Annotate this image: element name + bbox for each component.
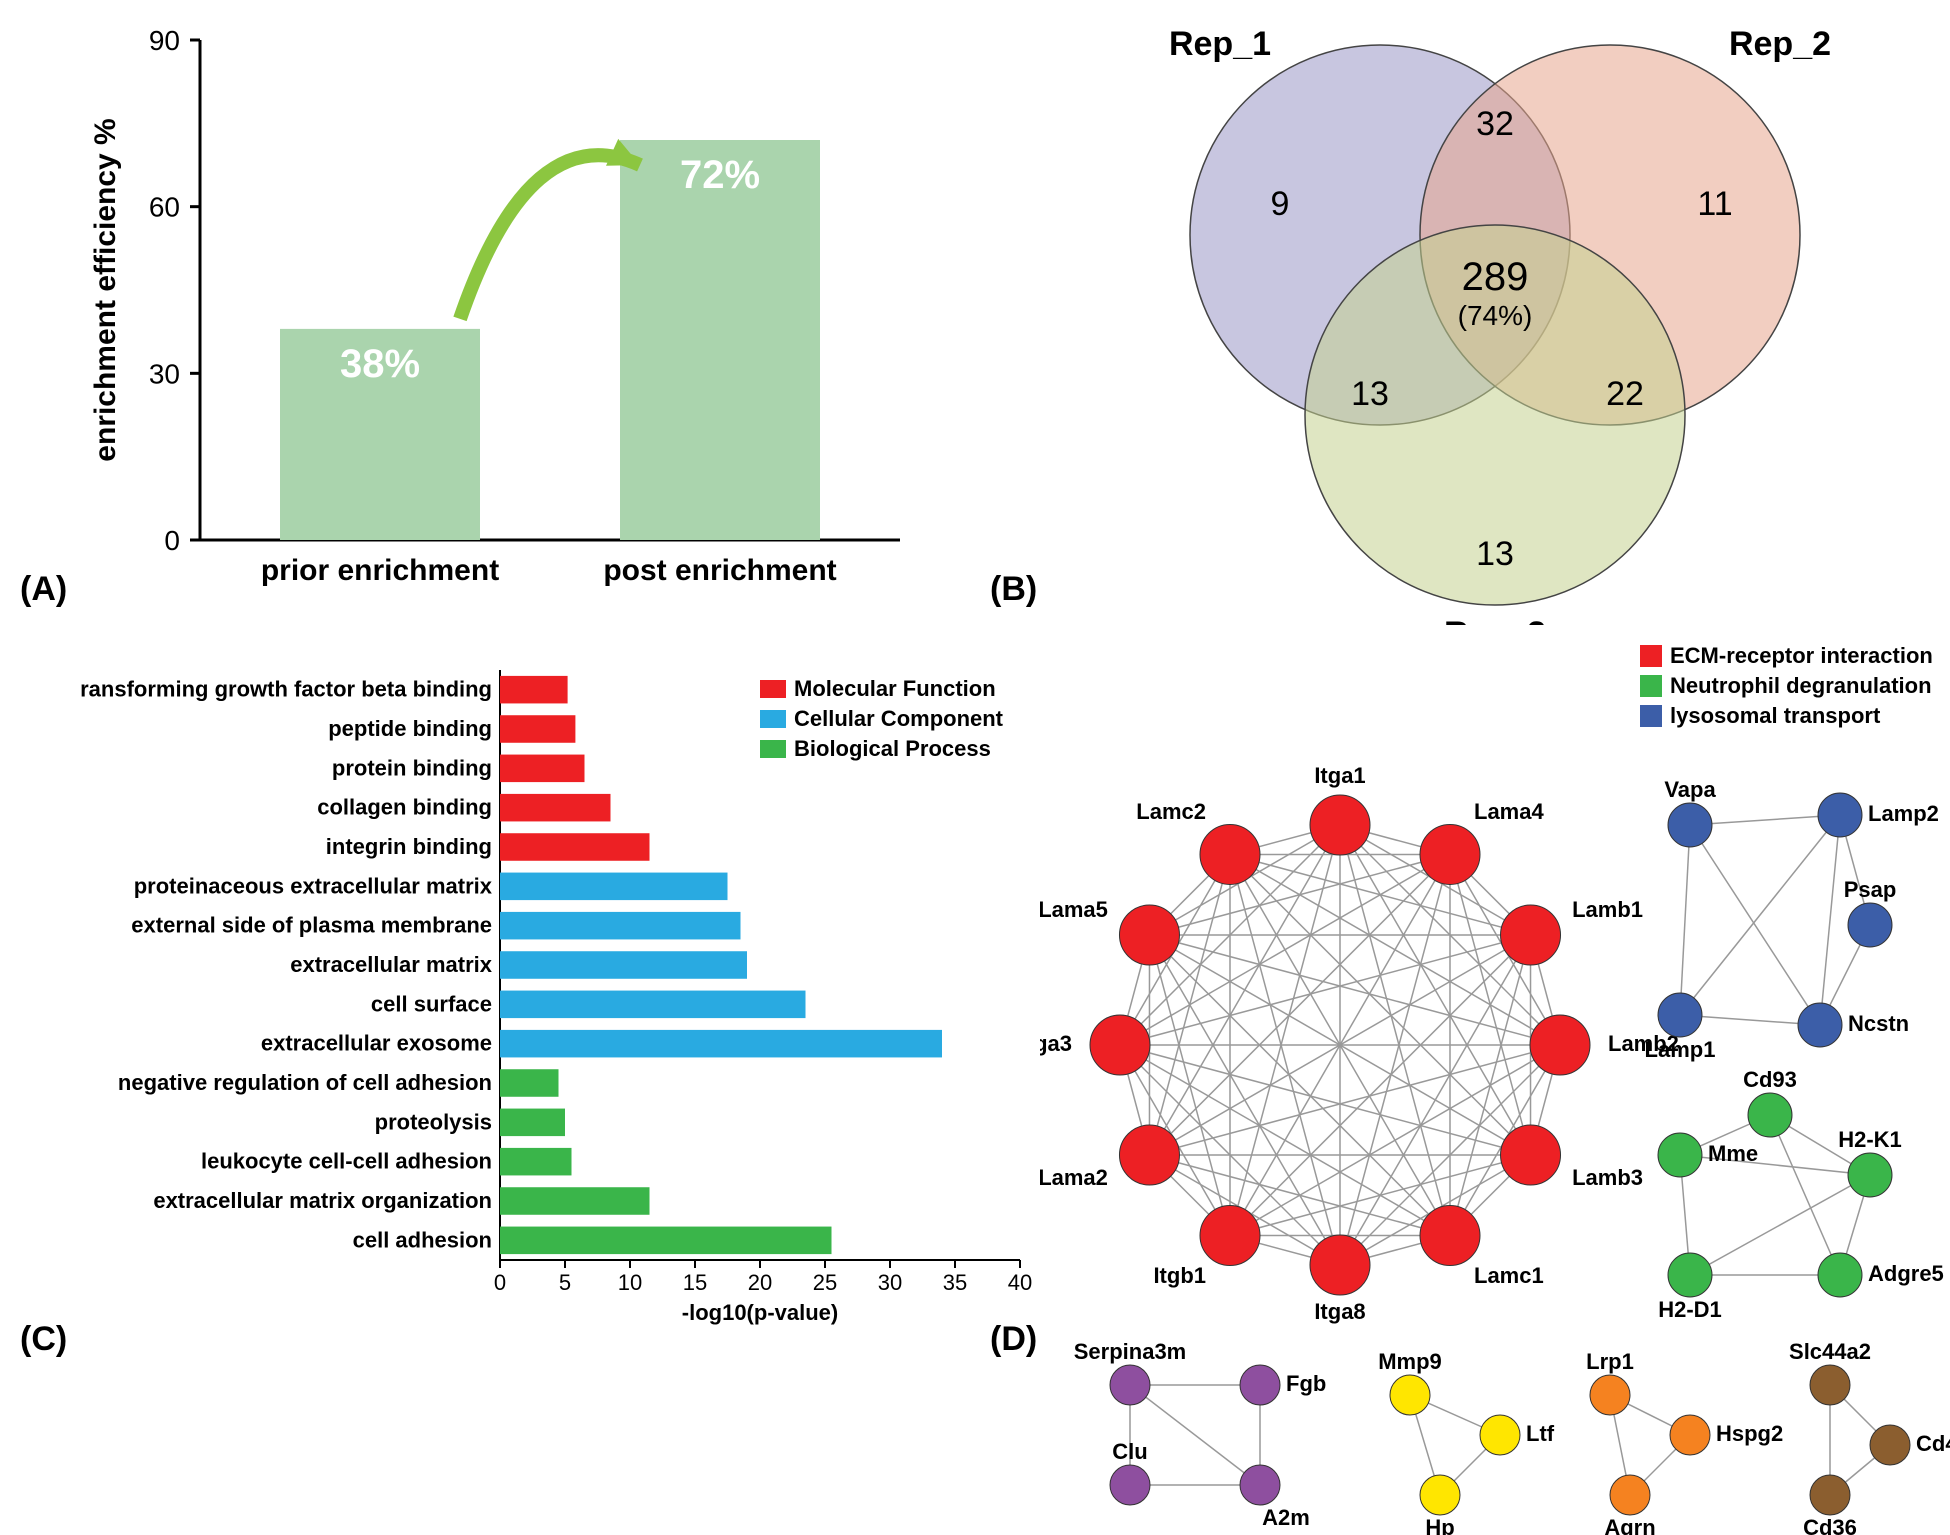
panel-c-label: (C) bbox=[20, 1320, 67, 1359]
svg-text:Slc44a2: Slc44a2 bbox=[1789, 1339, 1871, 1364]
svg-text:-log10(p-value): -log10(p-value) bbox=[682, 1300, 838, 1325]
svg-text:Neutrophil degranulation: Neutrophil degranulation bbox=[1670, 673, 1932, 698]
svg-text:prior enrichment: prior enrichment bbox=[261, 554, 499, 587]
panel-b-label: (B) bbox=[990, 570, 1037, 609]
svg-text:peptide binding: peptide binding bbox=[328, 716, 492, 741]
panel-a-label: (A) bbox=[20, 570, 67, 609]
svg-text:Lama2: Lama2 bbox=[1040, 1165, 1108, 1190]
svg-text:proteinaceous extracellular ma: proteinaceous extracellular matrix bbox=[134, 873, 493, 898]
panel-d-network: ECM-receptor interaction Neutrophil degra… bbox=[1040, 625, 1950, 1535]
svg-text:ECM-receptor interaction: ECM-receptor interaction bbox=[1670, 643, 1933, 668]
svg-text:20: 20 bbox=[748, 1270, 772, 1295]
svg-text:collagen binding: collagen binding bbox=[317, 795, 492, 820]
svg-text:Itga3: Itga3 bbox=[1040, 1031, 1072, 1056]
svg-text:Itga8: Itga8 bbox=[1314, 1299, 1365, 1324]
svg-text:40: 40 bbox=[1008, 1270, 1032, 1295]
svg-text:Agrn: Agrn bbox=[1604, 1515, 1655, 1535]
svg-text:10: 10 bbox=[618, 1270, 642, 1295]
svg-text:Rep_2: Rep_2 bbox=[1729, 25, 1831, 63]
svg-text:Hp: Hp bbox=[1425, 1515, 1454, 1535]
svg-text:22: 22 bbox=[1606, 375, 1644, 413]
svg-text:Itga1: Itga1 bbox=[1314, 763, 1365, 788]
svg-text:90: 90 bbox=[149, 25, 180, 56]
svg-text:5: 5 bbox=[559, 1270, 571, 1295]
svg-text:0: 0 bbox=[494, 1270, 506, 1295]
svg-text:transforming growth factor bet: transforming growth factor beta binding bbox=[80, 677, 492, 702]
svg-text:38%: 38% bbox=[340, 342, 420, 386]
svg-text:external side of plasma membra: external side of plasma membrane bbox=[131, 913, 492, 938]
svg-text:Molecular Function: Molecular Function bbox=[794, 676, 996, 701]
svg-text:cell adhesion: cell adhesion bbox=[353, 1227, 492, 1252]
svg-text:extracellular matrix organizat: extracellular matrix organization bbox=[153, 1188, 492, 1213]
svg-text:post enrichment: post enrichment bbox=[603, 554, 836, 587]
svg-text:Lrp1: Lrp1 bbox=[1586, 1349, 1634, 1374]
svg-text:30: 30 bbox=[878, 1270, 902, 1295]
svg-text:Lamc1: Lamc1 bbox=[1474, 1263, 1544, 1288]
svg-text:lysosomal transport: lysosomal transport bbox=[1670, 703, 1881, 728]
svg-text:Ltf: Ltf bbox=[1526, 1421, 1555, 1446]
svg-text:Cd47: Cd47 bbox=[1916, 1431, 1950, 1456]
svg-text:Clu: Clu bbox=[1112, 1439, 1147, 1464]
panel-b-venn: Rep_1 Rep_2 Rep_3 9 11 13 32 13 22 289(74%) bbox=[1050, 5, 1950, 625]
svg-text:Fgb: Fgb bbox=[1286, 1371, 1326, 1396]
svg-text:35: 35 bbox=[943, 1270, 967, 1295]
svg-text:Lamb3: Lamb3 bbox=[1572, 1165, 1643, 1190]
svg-text:Serpina3m: Serpina3m bbox=[1074, 1339, 1187, 1364]
svg-text:Rep_1: Rep_1 bbox=[1169, 25, 1271, 63]
svg-text:Rep_3: Rep_3 bbox=[1444, 615, 1546, 625]
svg-text:13: 13 bbox=[1476, 535, 1514, 573]
svg-text:leukocyte cell-cell adhesion: leukocyte cell-cell adhesion bbox=[201, 1149, 492, 1174]
svg-text:15: 15 bbox=[683, 1270, 707, 1295]
panel-c-chart: 0 5 10 15 20 25 30 35 40 -log10(p-value) transform… bbox=[80, 650, 1060, 1370]
panel-d-label: (D) bbox=[990, 1320, 1037, 1359]
svg-text:negative regulation of cell ad: negative regulation of cell adhesion bbox=[118, 1070, 492, 1095]
svg-text:Psap: Psap bbox=[1844, 877, 1897, 902]
svg-text:H2-D1: H2-D1 bbox=[1658, 1297, 1722, 1322]
svg-text:Cellular Component: Cellular Component bbox=[794, 706, 1004, 731]
panel-a-chart: 0 30 60 90 enrichment efficiency % 38% prior e… bbox=[90, 10, 940, 630]
svg-text:Adgre5: Adgre5 bbox=[1868, 1261, 1944, 1286]
svg-text:Vapa: Vapa bbox=[1664, 777, 1716, 802]
svg-text:72%: 72% bbox=[680, 153, 760, 197]
svg-text:proteolysis: proteolysis bbox=[375, 1109, 492, 1134]
svg-text:289: 289 bbox=[1462, 255, 1529, 299]
svg-text:30: 30 bbox=[149, 358, 180, 389]
svg-text:(74%): (74%) bbox=[1458, 300, 1533, 331]
svg-text:0: 0 bbox=[164, 525, 180, 556]
svg-text:Mmp9: Mmp9 bbox=[1378, 1349, 1442, 1374]
svg-text:enrichment efficiency %: enrichment efficiency % bbox=[90, 118, 122, 461]
svg-text:protein binding: protein binding bbox=[332, 755, 492, 780]
svg-text:Lama5: Lama5 bbox=[1040, 897, 1108, 922]
svg-text:extracellular exosome: extracellular exosome bbox=[261, 1031, 492, 1056]
svg-text:Itgb1: Itgb1 bbox=[1153, 1263, 1206, 1288]
svg-text:Mme: Mme bbox=[1708, 1141, 1758, 1166]
svg-text:Cd93: Cd93 bbox=[1743, 1067, 1797, 1092]
svg-text:Lamp2: Lamp2 bbox=[1868, 801, 1939, 826]
svg-text:Biological Process: Biological Process bbox=[794, 736, 991, 761]
svg-text:A2m: A2m bbox=[1262, 1505, 1310, 1530]
svg-text:Lamp1: Lamp1 bbox=[1645, 1037, 1716, 1062]
svg-text:Cd36: Cd36 bbox=[1803, 1515, 1857, 1535]
svg-text:11: 11 bbox=[1697, 185, 1732, 223]
svg-text:cell surface: cell surface bbox=[371, 991, 492, 1016]
svg-text:9: 9 bbox=[1271, 185, 1290, 223]
svg-text:integrin binding: integrin binding bbox=[326, 834, 492, 859]
svg-text:Ncstn: Ncstn bbox=[1848, 1011, 1909, 1036]
svg-text:extracellular matrix: extracellular matrix bbox=[290, 952, 493, 977]
svg-text:60: 60 bbox=[149, 192, 180, 223]
svg-text:25: 25 bbox=[813, 1270, 837, 1295]
svg-text:H2-K1: H2-K1 bbox=[1838, 1127, 1902, 1152]
svg-text:13: 13 bbox=[1351, 375, 1389, 413]
svg-text:Lamb1: Lamb1 bbox=[1572, 897, 1643, 922]
svg-text:Lamc2: Lamc2 bbox=[1136, 799, 1206, 824]
svg-text:32: 32 bbox=[1476, 105, 1514, 143]
svg-text:Hspg2: Hspg2 bbox=[1716, 1421, 1783, 1446]
svg-text:Lama4: Lama4 bbox=[1474, 799, 1544, 824]
